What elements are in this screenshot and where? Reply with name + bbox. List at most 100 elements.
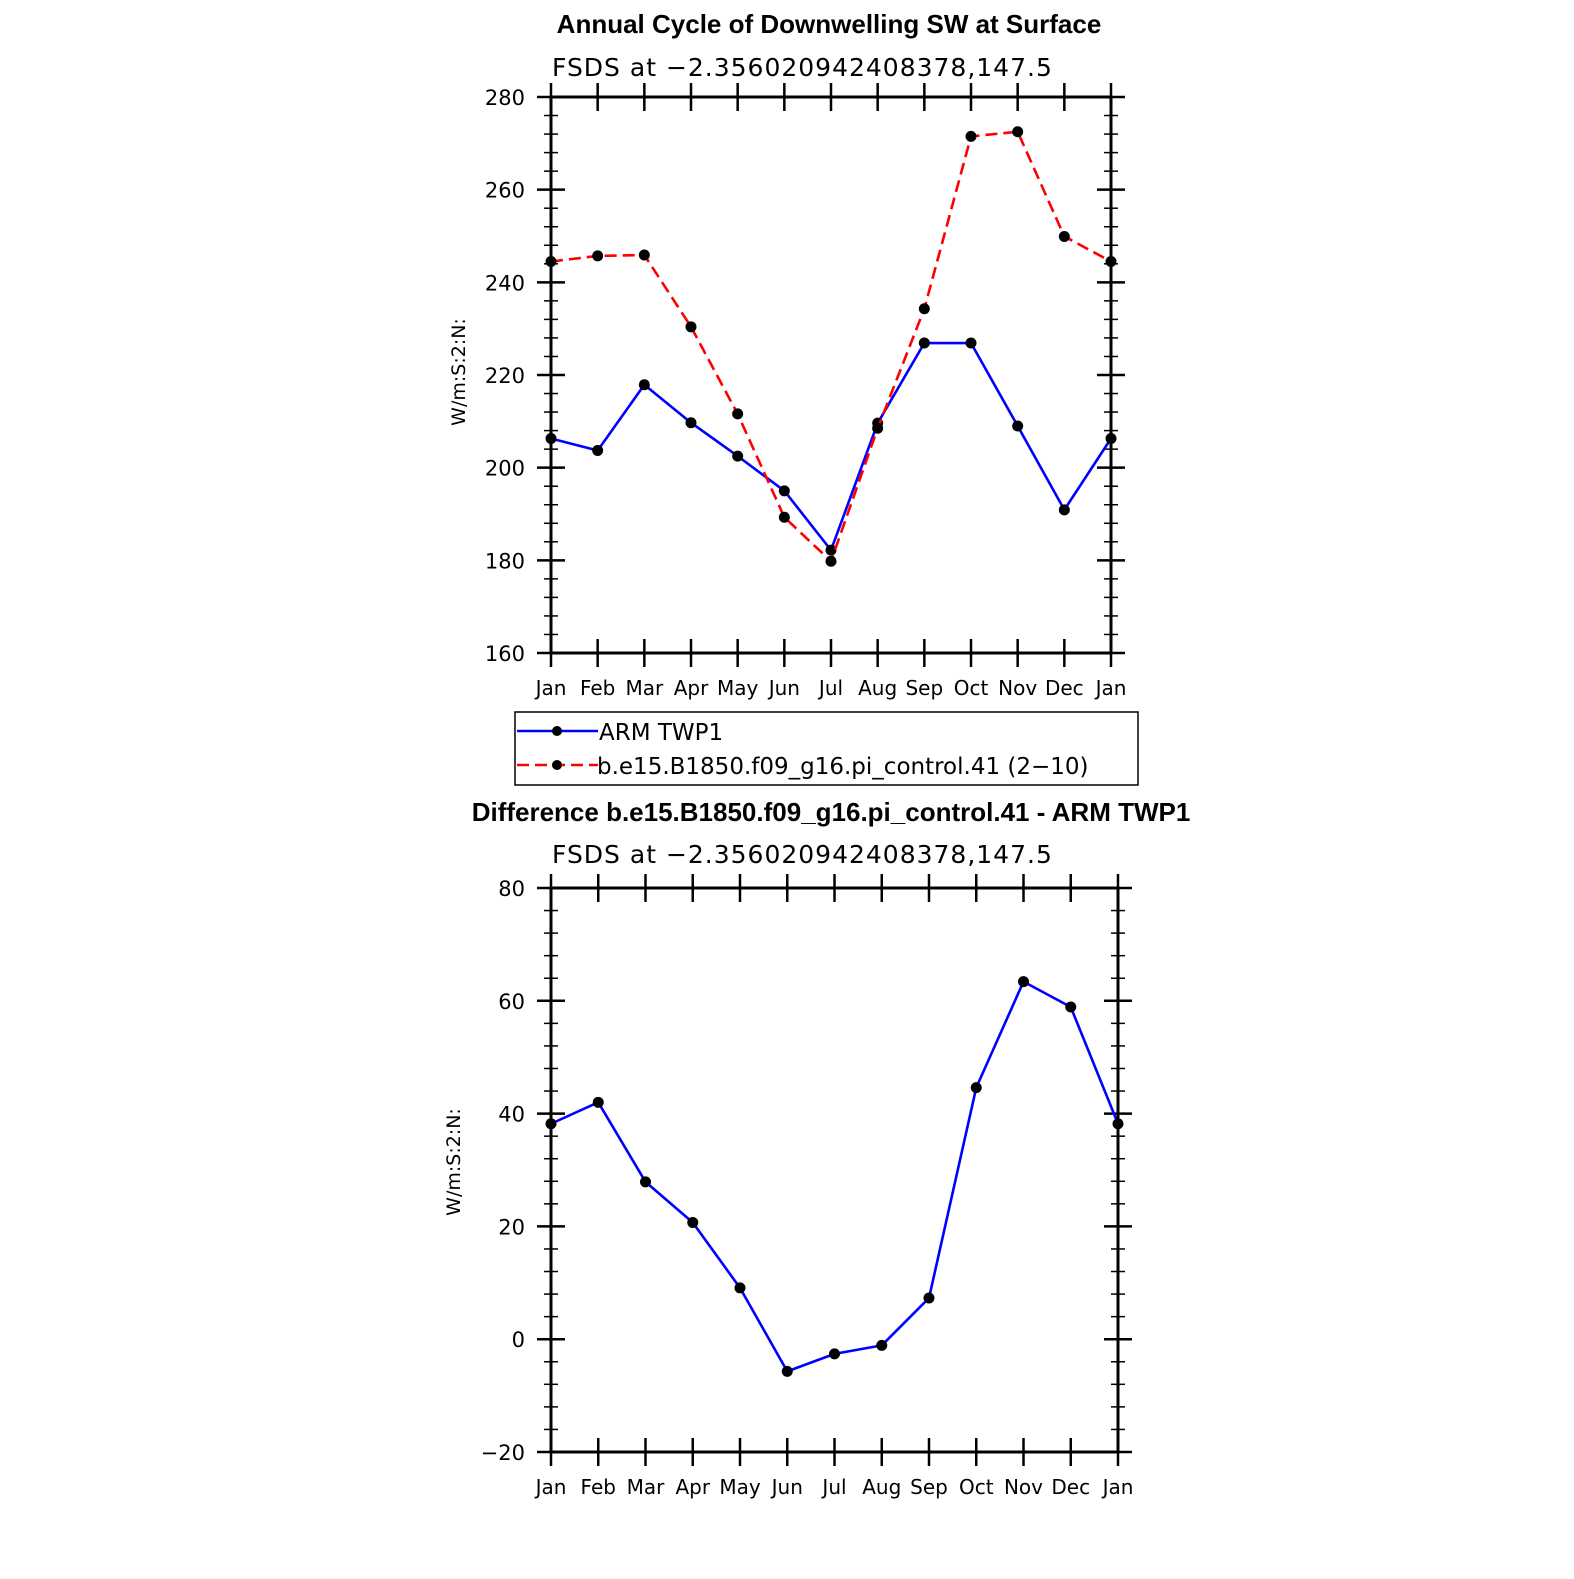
data-point-difference xyxy=(876,1339,888,1351)
data-point-difference xyxy=(781,1365,793,1377)
data-point-b-e15-b1850-f09-g16-pi-control-41-2-10 xyxy=(1012,126,1024,138)
data-point-b-e15-b1850-f09-g16-pi-control-41-2-10 xyxy=(872,422,884,434)
chart-annual-cycle: Annual Cycle of Downwelling SW at Surfac… xyxy=(448,9,1126,700)
y-tick-label: 160 xyxy=(485,642,525,666)
legend-entry-model: b.e15.B1850.f09_g16.pi_control.41 (2−10) xyxy=(517,754,1089,780)
x-tick-label-feb: Feb xyxy=(581,1475,616,1499)
chart-2-subtitle: FSDS at −2.356020942408378,147.5 xyxy=(552,840,1053,869)
legend-label-model: b.e15.B1850.f09_g16.pi_control.41 (2−10) xyxy=(597,754,1089,780)
data-point-b-e15-b1850-f09-g16-pi-control-41-2-10 xyxy=(778,511,790,523)
data-point-difference xyxy=(970,1082,982,1094)
data-point-difference xyxy=(592,1096,604,1108)
x-tick-label-jul: Jul xyxy=(817,676,843,700)
chart-1-ticks xyxy=(537,83,1125,667)
x-tick-label-jan: Jan xyxy=(534,676,567,700)
y-tick-label: 80 xyxy=(498,877,525,901)
x-tick-label-jan: Jan xyxy=(534,1475,567,1499)
chart-2-y-axis-label: W/m:S:2:N: xyxy=(443,1108,465,1216)
x-tick-label-aug: Aug xyxy=(862,1475,901,1499)
chart-2-series xyxy=(545,976,1124,1377)
x-tick-label-mar: Mar xyxy=(625,676,664,700)
y-tick-label: 0 xyxy=(512,1328,525,1352)
chart-1-y-axis-label: W/m:S:2:N: xyxy=(448,318,470,426)
x-tick-label-sep: Sep xyxy=(905,676,943,700)
data-point-difference xyxy=(734,1282,746,1294)
y-tick-label: −20 xyxy=(481,1441,525,1465)
chart-difference: Difference b.e15.B1850.f09_g16.pi_contro… xyxy=(443,797,1190,1499)
chart-2-plot-frame xyxy=(549,886,1120,1454)
data-point-b-e15-b1850-f09-g16-pi-control-41-2-10 xyxy=(592,250,604,262)
chart-1-x-tick-labels: Jan Feb Mar Apr May Jun Jul Aug Sep Oct Nov Dec Jan xyxy=(534,676,1127,700)
chart-2-x-tick-labels: Jan Feb Mar Apr May Jun Jul Aug Sep Oct Nov Dec Jan xyxy=(534,1475,1134,1499)
y-tick-label: 280 xyxy=(485,86,525,110)
data-point-arm-twp1 xyxy=(965,337,977,349)
data-point-difference xyxy=(640,1176,651,1188)
data-point-b-e15-b1850-f09-g16-pi-control-41-2-10 xyxy=(732,408,744,420)
x-tick-label-nov: Nov xyxy=(998,676,1037,700)
data-point-arm-twp1 xyxy=(638,379,650,391)
x-tick-label-jan: Jan xyxy=(1094,676,1127,700)
data-point-arm-twp1 xyxy=(732,450,744,462)
x-tick-label-nov: Nov xyxy=(1004,1475,1043,1499)
data-point-b-e15-b1850-f09-g16-pi-control-41-2-10 xyxy=(685,321,697,333)
x-tick-label-may: May xyxy=(719,1475,761,1499)
legend: ARM TWP1 b.e15.B1850.f09_g16.pi_control.… xyxy=(514,711,1139,786)
data-point-difference xyxy=(1065,1001,1077,1013)
data-point-b-e15-b1850-f09-g16-pi-control-41-2-10 xyxy=(638,249,650,261)
data-point-arm-twp1 xyxy=(1012,420,1024,432)
y-tick-label: 60 xyxy=(498,990,525,1014)
chart-1-plot-frame xyxy=(549,95,1113,655)
data-point-arm-twp1 xyxy=(918,337,930,349)
x-tick-label-jul: Jul xyxy=(820,1475,846,1499)
data-point-b-e15-b1850-f09-g16-pi-control-41-2-10 xyxy=(1058,230,1070,242)
chart-2-y-tick-labels: −20 0 20 40 60 80 xyxy=(481,877,525,1465)
y-tick-label: 220 xyxy=(485,364,525,388)
y-tick-label: 240 xyxy=(485,271,525,295)
y-tick-label: 200 xyxy=(485,457,525,481)
x-tick-label-mar: Mar xyxy=(627,1475,666,1499)
data-point-b-e15-b1850-f09-g16-pi-control-41-2-10 xyxy=(918,303,930,315)
y-tick-label: 40 xyxy=(498,1103,525,1127)
x-tick-label-sep: Sep xyxy=(910,1475,948,1499)
x-tick-label-jun: Jun xyxy=(767,676,800,700)
x-tick-label-dec: Dec xyxy=(1051,1475,1090,1499)
data-point-arm-twp1 xyxy=(825,544,837,556)
chart-1-series xyxy=(545,126,1117,567)
x-tick-label-apr: Apr xyxy=(674,676,709,700)
series-line-difference xyxy=(550,980,1120,1373)
chart-1-subtitle: FSDS at −2.356020942408378,147.5 xyxy=(552,53,1053,82)
x-tick-label-jun: Jun xyxy=(770,1475,803,1499)
data-point-arm-twp1 xyxy=(685,417,697,429)
x-tick-label-jan: Jan xyxy=(1101,1475,1134,1499)
data-point-b-e15-b1850-f09-g16-pi-control-41-2-10 xyxy=(965,130,977,142)
y-tick-label: 180 xyxy=(485,549,525,573)
legend-label-arm-twp1: ARM TWP1 xyxy=(599,720,723,746)
data-point-b-e15-b1850-f09-g16-pi-control-41-2-10 xyxy=(825,555,837,567)
x-tick-label-aug: Aug xyxy=(858,676,897,700)
x-tick-label-oct: Oct xyxy=(959,1475,994,1499)
series-line-arm-twp1 xyxy=(550,341,1113,552)
data-point-arm-twp1 xyxy=(592,445,604,457)
y-tick-label: 20 xyxy=(498,1215,525,1239)
legend-marker-arm-twp1 xyxy=(552,726,562,736)
x-tick-label-apr: Apr xyxy=(675,1475,710,1499)
y-tick-label: 260 xyxy=(485,179,525,203)
chart-1-title: Annual Cycle of Downwelling SW at Surfac… xyxy=(557,9,1102,39)
chart-2-ticks xyxy=(537,874,1132,1466)
chart-1-y-tick-labels: 160 180 200 220 240 260 280 xyxy=(485,86,525,666)
x-tick-label-oct: Oct xyxy=(954,676,989,700)
x-tick-label-may: May xyxy=(717,676,759,700)
legend-entry-arm-twp1: ARM TWP1 xyxy=(517,720,723,746)
series-line-b-e15-b1850-f09-g16-pi-control-41-2-10 xyxy=(550,130,1112,563)
data-point-difference xyxy=(829,1348,840,1360)
x-tick-label-feb: Feb xyxy=(580,676,615,700)
x-tick-label-dec: Dec xyxy=(1045,676,1084,700)
data-point-difference xyxy=(687,1216,699,1228)
data-point-difference xyxy=(1018,976,1029,988)
chart-2-title: Difference b.e15.B1850.f09_g16.pi_contro… xyxy=(472,797,1191,827)
legend-marker-model xyxy=(552,760,562,770)
data-point-arm-twp1 xyxy=(778,485,790,497)
data-point-arm-twp1 xyxy=(1058,504,1070,516)
